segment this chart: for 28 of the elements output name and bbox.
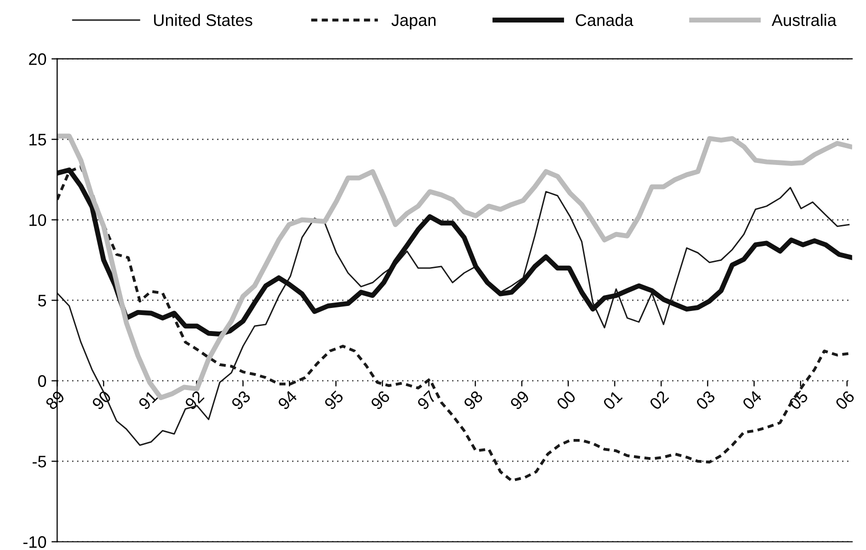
y-tick-label: -10 [23,536,46,548]
y-tick-label: 20 [29,53,46,66]
legend-label: United States [154,14,252,26]
legend-label: Australia [772,14,836,26]
x-tick-label: 95 [324,390,344,410]
legend-label: Canada [576,14,634,26]
y-tick-label: 0 [38,375,46,387]
x-tick-label: 92 [184,390,205,410]
x-tick-label: 91 [138,390,158,410]
x-tick-label: 99 [510,390,530,410]
x-tick-label: 89 [44,390,66,410]
x-tick-label: 00 [556,390,576,410]
legend-label: Japan [391,14,436,30]
x-tick-label: 06 [834,390,856,410]
y-tick-label: 15 [29,134,46,146]
x-tick-label: 90 [91,390,112,410]
x-tick-label: 03 [695,390,716,410]
x-tick-label: 94 [277,390,298,410]
x-tick-label: 01 [602,390,623,410]
y-tick-label: 5 [38,294,46,307]
y-tick-label: -5 [32,456,46,468]
x-tick-label: 98 [463,390,484,410]
y-tick-label: 10 [29,214,46,226]
x-tick-label: 04 [742,390,762,410]
x-tick-label: 93 [230,390,252,410]
x-tick-label: 02 [648,390,670,410]
x-tick-label: 97 [416,390,437,410]
x-tick-label: 96 [370,390,391,410]
